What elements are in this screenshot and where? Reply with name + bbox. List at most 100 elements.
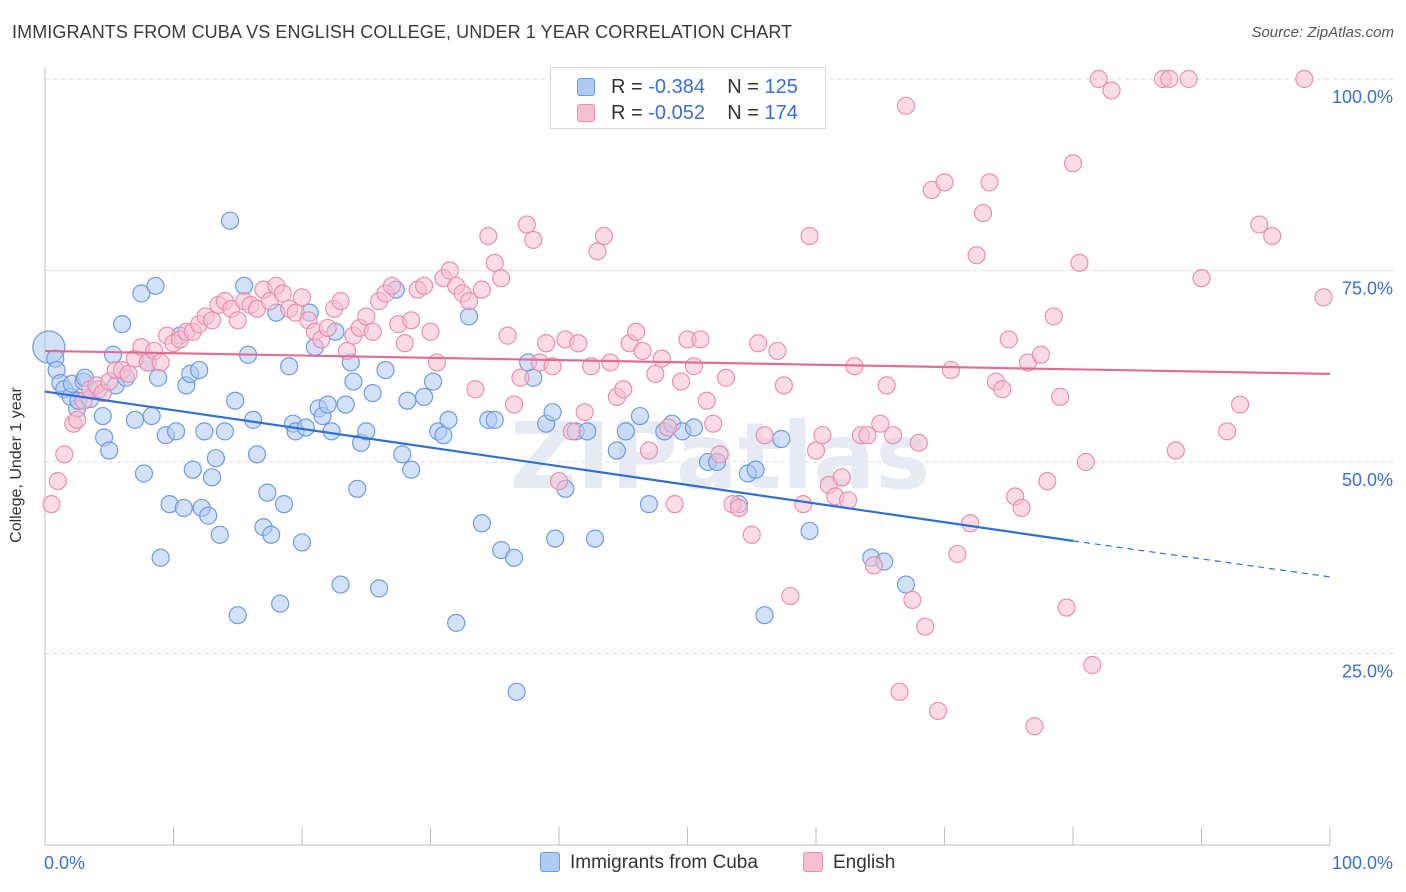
data-point-english [961,514,980,533]
data-point-cuba [684,418,704,437]
data-point-english [492,269,511,288]
data-point-english [639,441,659,460]
gridlines [45,78,1395,654]
data-point-english [768,341,787,361]
data-point-cuba [210,525,229,544]
data-point-english [941,360,961,380]
data-point-english [813,426,832,445]
correlation-legend: R = -0.384 N = 125 R = -0.052 N = 174 [550,67,826,129]
data-point-english [1063,154,1083,173]
data-point-cuba [228,606,247,625]
legend-r-value: -0.052 [648,102,705,124]
data-point-english [909,433,928,452]
data-point-cuba [348,479,367,498]
data-point-english [896,96,916,115]
y-tick-labels: 25.0% 50.0% 75.0% 100.0% [1332,87,1393,682]
data-point-english [292,288,312,307]
data-point-english [1230,395,1250,414]
data-point-cuba [112,315,132,334]
y-tick-label: 75.0% [1342,279,1393,299]
data-point-cuba [235,276,254,295]
data-point-cuba [376,360,395,380]
data-point-cuba [142,406,161,426]
data-point-english [967,246,986,265]
data-point-english [980,173,999,192]
data-point-english [1295,69,1314,89]
data-point-english [697,391,716,410]
data-point-english [749,334,768,353]
y-axis-title: College, Under 1 year [8,387,25,543]
data-point-english [1012,498,1031,518]
data-point-cuba [174,498,193,518]
data-point-english [1179,69,1198,89]
data-point-english [671,372,691,391]
data-point-english [479,226,498,246]
data-point-english [1089,69,1108,89]
data-point-english [472,280,491,299]
data-point-cuba [93,406,112,426]
bottom-legend-english: English [803,852,895,874]
data-point-english [48,472,67,491]
data-point-english [742,525,761,544]
data-point-english [459,292,479,311]
data-point-english [1070,253,1089,272]
data-point-english [421,322,440,341]
data-point-english [1044,307,1063,326]
data-point-english [427,353,447,372]
data-point-cuba [262,525,281,544]
data-point-english [601,353,620,372]
data-point-english [781,586,800,606]
data-point-english [755,426,774,445]
data-point-english [1314,288,1333,307]
data-point-english [440,261,459,280]
data-point-english [543,357,562,376]
data-point-cuba [258,483,277,502]
data-point-cuba [195,422,214,441]
data-point-cuba [331,575,350,594]
data-point-english [684,357,704,376]
data-point-english [800,226,819,246]
data-point-cuba [414,387,434,406]
data-point-cuba [423,372,443,391]
data-point-english [916,617,935,636]
data-point-english [562,422,581,441]
data-point-english [1025,717,1044,736]
data-point-english [928,701,948,721]
data-point-english [42,495,61,514]
data-point-english [1051,387,1070,406]
legend-n-label: N = [727,102,765,124]
data-point-english [999,330,1018,349]
data-point-cuba [199,506,218,525]
data-point-cuba [398,391,417,410]
legend-n-value: 174 [764,102,798,124]
data-point-cuba [639,495,659,514]
data-point-english [935,173,954,192]
data-point-english [485,253,504,272]
data-point-cuba [800,521,819,541]
legend-n-value: 125 [764,76,798,98]
x-tick-label: 0.0% [44,853,85,873]
data-point-cuba [370,579,389,598]
data-point-english [665,495,684,514]
data-point-english [228,311,247,330]
data-point-cuba [280,357,299,376]
data-point-english [877,376,896,395]
series-english [42,69,1333,736]
data-point-english [119,364,138,384]
legend-r-label: R = [611,76,649,98]
data-point-english [832,468,851,487]
data-point-english [646,364,665,384]
data-point-english [151,353,170,372]
data-point-english [363,322,382,341]
data-point-english [948,544,967,564]
data-point-english [537,334,556,353]
y-tick-label: 25.0% [1342,662,1393,682]
legend-swatch-cuba [577,78,595,96]
data-point-english [569,334,588,353]
data-point-cuba [485,410,504,429]
data-point-english [382,276,402,295]
data-point-cuba [607,441,626,460]
data-point-cuba [616,422,635,441]
data-point-cuba [132,284,151,303]
data-point-english [716,368,736,387]
